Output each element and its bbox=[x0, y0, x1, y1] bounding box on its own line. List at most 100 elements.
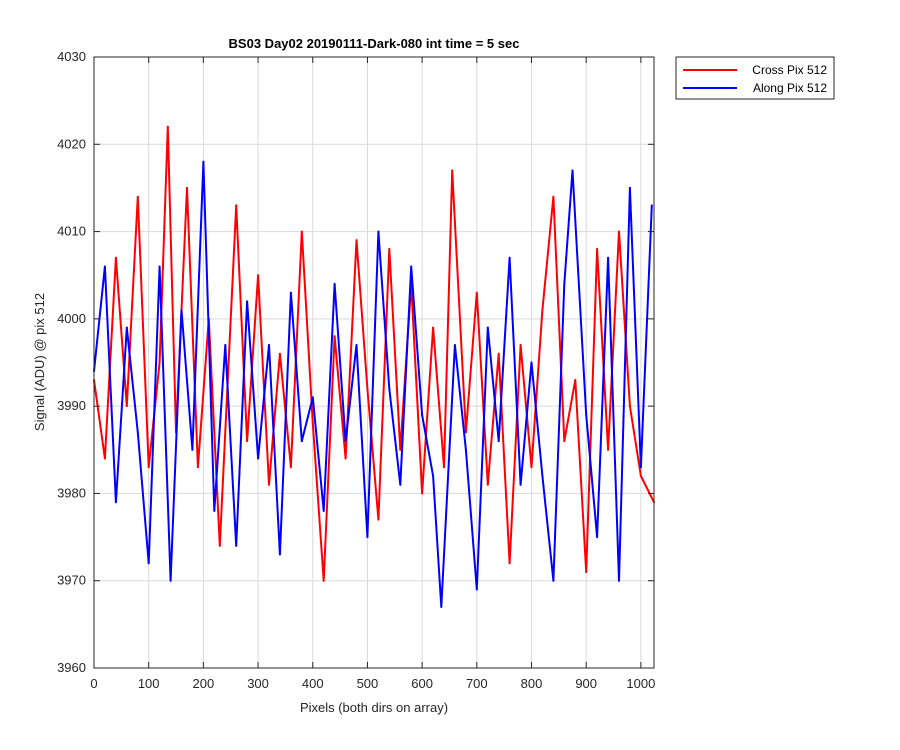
x-axis-label: Pixels (both dirs on array) bbox=[300, 700, 448, 715]
data-point bbox=[618, 579, 620, 582]
data-point bbox=[158, 265, 161, 268]
y-tick-label: 4030 bbox=[57, 49, 86, 64]
data-point bbox=[388, 387, 391, 390]
data-point bbox=[136, 431, 139, 434]
data-point bbox=[289, 466, 292, 469]
data-point bbox=[399, 448, 402, 451]
data-point bbox=[585, 571, 588, 573]
data-point bbox=[440, 605, 443, 608]
data-point bbox=[322, 509, 325, 512]
data-point bbox=[377, 518, 380, 521]
data-point bbox=[486, 326, 489, 329]
data-point bbox=[552, 195, 555, 198]
data-point bbox=[246, 300, 249, 303]
data-point bbox=[355, 239, 358, 242]
data-point bbox=[432, 475, 435, 477]
series-line bbox=[93, 160, 653, 608]
x-tick-label: 900 bbox=[575, 676, 597, 691]
chart-title: BS03 Day02 20190111-Dark-080 int time = … bbox=[229, 36, 520, 51]
y-tick-label: 3990 bbox=[57, 398, 86, 413]
data-point bbox=[650, 204, 653, 207]
data-point bbox=[235, 544, 238, 547]
data-point bbox=[180, 309, 183, 312]
data-point bbox=[366, 387, 369, 390]
data-point bbox=[344, 457, 347, 460]
data-point bbox=[497, 440, 500, 443]
data-point bbox=[399, 483, 402, 486]
data-point bbox=[213, 509, 216, 512]
data-point bbox=[300, 440, 303, 443]
data-point bbox=[355, 344, 358, 346]
data-point bbox=[596, 248, 599, 250]
data-point bbox=[607, 256, 610, 259]
y-tick-label: 3970 bbox=[57, 573, 86, 588]
data-point bbox=[607, 448, 610, 451]
data-point bbox=[246, 440, 249, 443]
data-point bbox=[585, 413, 588, 416]
data-point bbox=[366, 536, 369, 539]
x-tick-label: 300 bbox=[247, 676, 269, 691]
data-point bbox=[333, 335, 336, 338]
x-tick-label: 200 bbox=[193, 676, 215, 691]
data-point bbox=[639, 466, 642, 469]
x-tick-label: 1000 bbox=[626, 676, 655, 691]
data-point bbox=[322, 579, 325, 582]
data-point bbox=[410, 265, 413, 268]
data-point bbox=[530, 361, 533, 364]
data-point bbox=[464, 431, 467, 434]
data-point bbox=[257, 457, 260, 460]
data-point bbox=[475, 291, 478, 294]
x-tick-label: 600 bbox=[411, 676, 433, 691]
data-point bbox=[103, 265, 106, 268]
data-point bbox=[541, 475, 544, 477]
data-point bbox=[114, 501, 117, 504]
data-point bbox=[278, 553, 281, 556]
data-point bbox=[125, 405, 128, 408]
data-point bbox=[377, 230, 380, 233]
data-point bbox=[486, 483, 489, 486]
data-point bbox=[475, 588, 478, 591]
data-point bbox=[268, 483, 270, 486]
data-point bbox=[451, 169, 454, 172]
legend-label-cross: Cross Pix 512 bbox=[752, 63, 827, 77]
data-point bbox=[508, 256, 511, 259]
data-point bbox=[464, 448, 467, 451]
data-point bbox=[218, 544, 221, 547]
data-point bbox=[563, 440, 566, 443]
data-point bbox=[169, 579, 172, 582]
data-point bbox=[147, 562, 150, 565]
data-point bbox=[186, 186, 188, 189]
data-point bbox=[571, 169, 574, 172]
x-tick-label: 700 bbox=[466, 676, 488, 691]
data-point bbox=[125, 326, 128, 329]
data-point bbox=[202, 160, 205, 163]
data-point bbox=[421, 413, 424, 416]
y-tick-label: 4010 bbox=[57, 224, 86, 239]
data-point bbox=[147, 466, 150, 469]
x-tick-label: 800 bbox=[521, 676, 543, 691]
data-point bbox=[508, 562, 511, 565]
data-point bbox=[333, 282, 336, 285]
y-axis-label: Signal (ADU) @ pix 512 bbox=[32, 293, 47, 431]
data-point bbox=[196, 466, 199, 469]
legend-label-along: Along Pix 512 bbox=[753, 81, 827, 95]
data-point bbox=[421, 492, 424, 495]
data-point bbox=[552, 579, 555, 582]
data-point bbox=[639, 475, 642, 477]
data-point bbox=[224, 344, 227, 346]
data-point bbox=[289, 291, 292, 294]
data-point bbox=[235, 204, 238, 207]
data-point bbox=[300, 230, 303, 233]
x-tick-label: 0 bbox=[90, 676, 97, 691]
data-point bbox=[344, 440, 347, 443]
data-point bbox=[166, 125, 169, 128]
y-tick-label: 3960 bbox=[57, 660, 86, 675]
ticks: 0 100 200 300 400 500 600 700 800 900 1000 3960 3970… bbox=[57, 49, 655, 691]
data-point bbox=[596, 536, 599, 539]
data-point bbox=[519, 344, 522, 346]
y-tick-label: 4000 bbox=[57, 311, 86, 326]
series-along-pix-512 bbox=[93, 160, 653, 608]
data-point bbox=[311, 396, 314, 399]
data-point bbox=[191, 448, 194, 451]
